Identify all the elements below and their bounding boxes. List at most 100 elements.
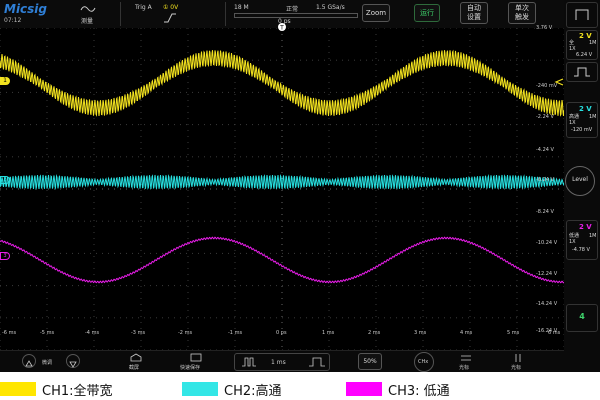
scroll-up-icon[interactable] (566, 2, 598, 28)
grid-dot (216, 124, 217, 126)
grid-dot (120, 188, 121, 190)
grid-dot (396, 28, 397, 29)
grid-dot (480, 285, 481, 287)
grid-dot (534, 156, 535, 158)
grid-dot (348, 91, 349, 93)
grid-dot (510, 220, 511, 222)
grid-dot (328, 40, 330, 41)
grid-dot (234, 156, 235, 158)
grid-dot (46, 70, 48, 71)
single-trigger-button[interactable]: 单次 触发 (508, 2, 536, 24)
trigger-panel[interactable]: Trig A ① 0V (120, 2, 226, 26)
grid-dot (422, 346, 424, 347)
fine-down-button[interactable] (66, 354, 80, 368)
grid-dot (187, 172, 189, 173)
grid-dot (396, 349, 397, 350)
ch2-settings-panel[interactable]: 2 V 高通 1M 1X -120 mV (566, 102, 598, 138)
grid-dot (234, 142, 236, 143)
grid-dot (93, 316, 95, 317)
grid-dot (328, 334, 330, 335)
grid-dot (426, 28, 427, 29)
grid-dot (72, 220, 73, 222)
grid-dot (252, 91, 253, 93)
grid-dot (516, 190, 518, 191)
grid-dot (414, 252, 415, 254)
grid-dot (450, 124, 451, 126)
grid-dot (93, 46, 95, 47)
grid-dot (468, 317, 469, 319)
grid-dot (204, 220, 205, 222)
cursor2-button[interactable]: 光标 (506, 352, 530, 372)
run-button[interactable]: 运行 (414, 4, 440, 22)
grid-dot (546, 285, 547, 287)
ch4-button[interactable]: 4 (566, 304, 598, 332)
chx-button[interactable]: CHx (414, 352, 434, 372)
grid-dot (281, 130, 283, 131)
grid-dot (378, 28, 379, 29)
grid-dot (469, 100, 471, 101)
grid-dot (328, 130, 330, 131)
grid-dot (108, 28, 109, 29)
grid-dot (46, 328, 48, 329)
grid-dot (276, 252, 277, 254)
ch2-marker[interactable]: 2 (0, 176, 10, 184)
grid-dot (30, 317, 31, 319)
ch2-impedance: 1M (589, 114, 597, 120)
zoom-button[interactable]: Zoom (362, 4, 390, 22)
grid-dot (516, 274, 518, 275)
grid-dot (281, 76, 283, 77)
grid-dot (469, 250, 471, 251)
grid-dot (510, 59, 511, 61)
grid-dot (420, 91, 421, 93)
grid-dot (375, 190, 377, 191)
grid-dot (281, 346, 283, 347)
trigger-level-arrow[interactable] (554, 78, 564, 86)
grid-dot (422, 160, 424, 161)
grid-dot (48, 317, 49, 319)
function-button-square[interactable] (566, 62, 598, 82)
fifty-percent-button[interactable]: 50% (358, 353, 382, 370)
grid-dot (281, 118, 283, 119)
ch3-waveform (0, 236, 564, 284)
grid-dot (96, 28, 97, 29)
ch1-settings-panel[interactable]: 2 V 全 1M 1X 6.24 V (566, 30, 598, 60)
grid-dot (282, 156, 283, 158)
grid-dot (422, 190, 424, 191)
legend-label: CH2:高通 (224, 383, 282, 399)
ch3-settings-panel[interactable]: 2 V 低通 1M 1X -4.78 V (566, 220, 598, 260)
quick-save-button[interactable]: 快速保存 (176, 352, 216, 372)
grid-dot (375, 220, 377, 221)
ch3-marker[interactable]: 3 (0, 252, 10, 260)
cursor1-button[interactable]: 光标 (454, 352, 478, 372)
grid-dot (168, 285, 169, 287)
grid-dot (187, 304, 189, 305)
screenshot-button[interactable]: 截屏 (122, 352, 150, 372)
grid-dot (156, 28, 157, 29)
grid-dot (294, 285, 295, 287)
timebase-control[interactable]: 1 ms (234, 353, 330, 371)
grid-dot (12, 220, 13, 222)
acquisition-panel[interactable]: 18 M 正常 1.5 GSa/s 0 ps (230, 2, 360, 26)
x-label: -3 ms (131, 330, 146, 336)
level-knob[interactable]: Level (565, 166, 595, 196)
grid-dot (504, 124, 505, 126)
auto-setup-button[interactable]: 自动 设置 (460, 2, 488, 24)
grid-dot (444, 188, 445, 190)
fine-up-button[interactable] (22, 354, 36, 368)
grid-dot (252, 156, 253, 158)
grid-dot (492, 317, 493, 319)
ch1-marker[interactable]: 1 (0, 77, 10, 85)
grid-dot (228, 188, 229, 190)
trigger-position-marker[interactable]: T (277, 22, 287, 32)
grid-dot (462, 59, 463, 61)
grid-dot (294, 124, 295, 126)
measure-button[interactable]: 测量 (76, 2, 100, 26)
grid-dot (516, 317, 517, 319)
grid-dot (90, 28, 91, 29)
grid-dot (375, 316, 377, 317)
grid-dot (30, 252, 31, 254)
grid-dot (375, 286, 377, 287)
grid-dot (546, 252, 547, 254)
grid-dot (552, 220, 553, 222)
cursor-icon (461, 355, 471, 361)
